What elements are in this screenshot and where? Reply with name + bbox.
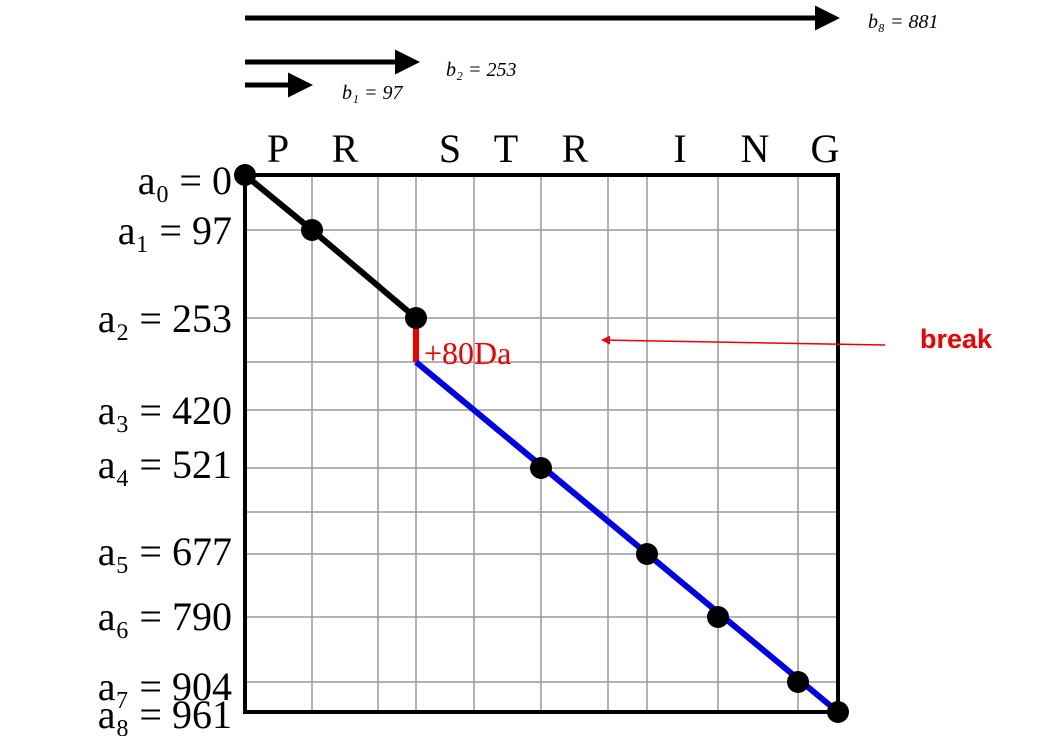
node [707,606,729,628]
dots [234,164,849,723]
residue-label: S [439,126,461,171]
prefix-mass-label: a₃ = 420 [98,388,232,433]
frame [243,173,840,714]
prefix-mass-label: a₅ = 677 [98,529,232,574]
residue-label: R [562,126,589,171]
callout-label: break [920,324,993,354]
arrow-label: b₁ = 97 [342,82,403,104]
path-blue [414,359,840,715]
arrow-label: b₂ = 253 [446,59,516,81]
modification-label: +80Da [424,335,511,371]
prefix-mass-label: a₈ = 961 [98,692,232,736]
node [301,219,323,241]
callout-arrow [601,335,886,346]
residue-label: I [673,126,686,171]
prefix-mass-label: a₁ = 97 [118,208,232,253]
prefix-mass-label: a₂ = 253 [98,296,232,341]
node [234,164,256,186]
node [636,543,658,565]
grid [245,175,838,712]
residue-label: P [267,126,289,171]
node [405,307,427,329]
path-black [243,172,418,321]
arrow-label: b₈ = 881 [868,11,938,33]
residue-label: N [741,126,770,171]
prefix-mass-label: a₆ = 790 [98,594,232,639]
prefix-mass-label: a₇ = 904 [98,664,232,709]
node [787,671,809,693]
residue-label: T [494,126,518,171]
node [530,457,552,479]
residue-label: G [811,126,840,171]
prefix-mass-label: a₀ = 0 [138,158,232,203]
prefix-mass-label: a₄ = 521 [98,442,232,487]
residue-label: R [332,126,359,171]
node [827,701,849,723]
